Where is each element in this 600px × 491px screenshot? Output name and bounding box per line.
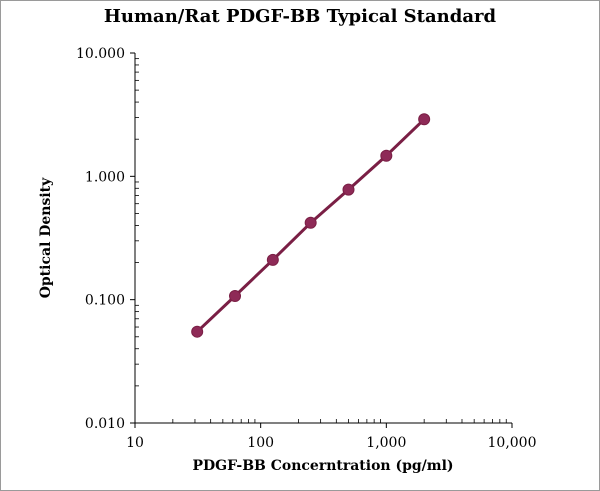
data-point [304,216,317,229]
series-layer [191,113,431,338]
x-tick-label: 1,000 [366,435,406,451]
data-point [418,113,431,126]
ticks: 0.010 0.100 1.000 10.000 10 100 1,000 10,000 [76,46,537,451]
x-tick-label: 100 [247,435,274,451]
x-tick-label: 10,000 [488,435,537,451]
x-tick-label: 10 [126,435,144,451]
data-point [229,290,242,303]
y-tick-label: 1.000 [85,169,125,185]
data-point [266,253,279,266]
y-tick-label: 10.000 [76,46,125,62]
data-point [342,183,355,196]
y-tick-label: 0.010 [85,416,125,432]
chart-title: Human/Rat PDGF-BB Typical Standard [103,6,497,27]
x-axis-label: PDGF-BB Concerntration (pg/ml) [192,458,454,474]
data-point [191,325,204,338]
axes [134,53,512,424]
y-tick-label: 0.100 [85,293,125,309]
data-point [380,149,393,162]
